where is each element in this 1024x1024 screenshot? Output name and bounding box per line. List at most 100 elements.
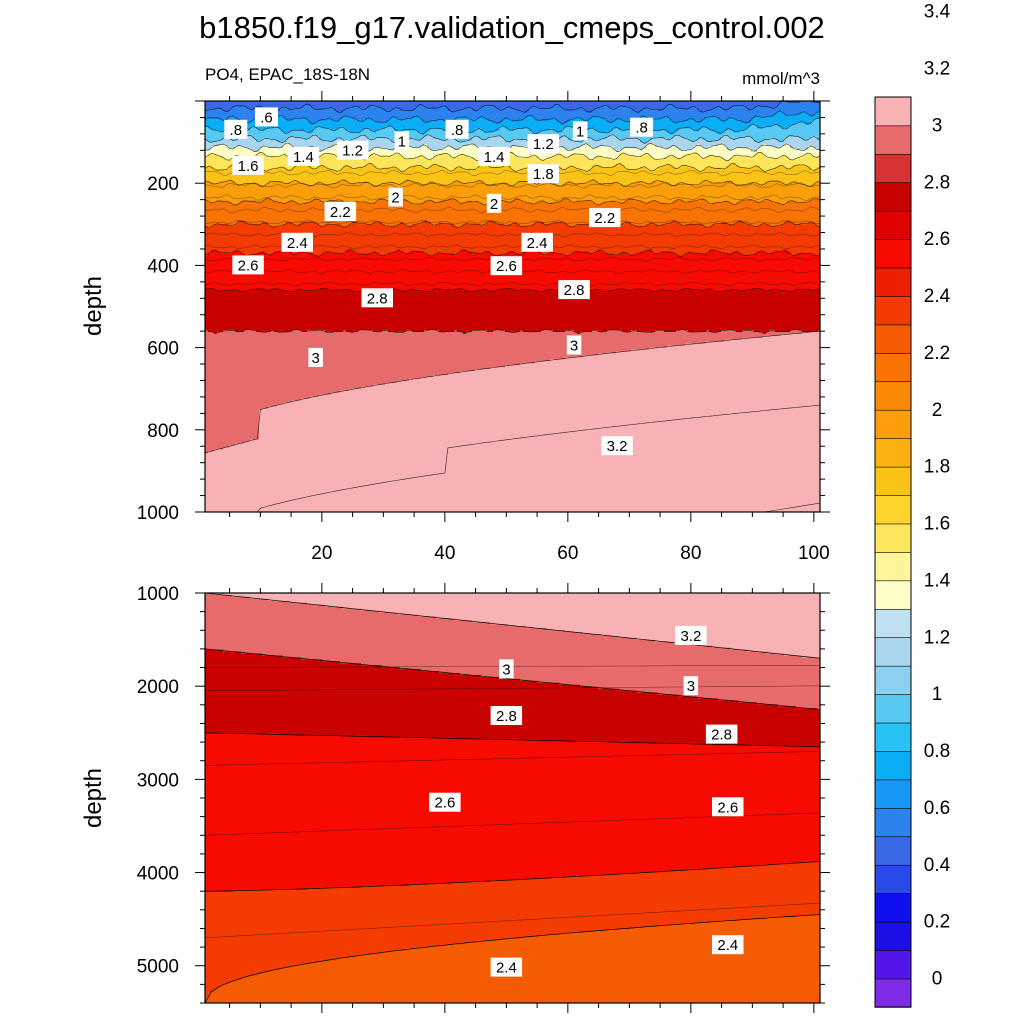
contour-fill-cell: [598, 249, 602, 292]
contour-fill-cell: [289, 169, 293, 184]
contour-fill-cell: [610, 688, 614, 742]
contour-fill-cell: [685, 643, 689, 698]
contour-fill-cell: [571, 253, 575, 290]
contour-fill-cell: [424, 200, 428, 221]
contour-fill-cell: [766, 864, 770, 918]
contour-fill-cell: [667, 593, 671, 643]
contour-fill-cell: [574, 108, 578, 120]
contour-fill-cell: [457, 253, 461, 290]
contour-fill-cell: [754, 101, 758, 108]
contour-fill-cell: [229, 159, 233, 167]
contour-fill-cell: [220, 449, 224, 512]
contour-fill-cell: [481, 226, 485, 255]
contour-fill-cell: [682, 149, 686, 157]
contour-fill-cell: [439, 375, 443, 512]
contour-fill-cell: [640, 349, 644, 512]
contour-fill-cell: [511, 331, 515, 366]
contour-fill-cell: [220, 144, 224, 157]
contour-fill-cell: [337, 224, 341, 255]
contour-fill-cell: [811, 120, 815, 137]
contour-fill-cell: [352, 593, 356, 610]
contour-fill-cell: [340, 593, 344, 608]
contour-fill-cell: [658, 138, 662, 147]
contour-fill-cell: [595, 116, 599, 131]
contour-fill-cell: [490, 120, 494, 133]
contour-fill-cell: [793, 593, 797, 657]
contour-fill-cell: [223, 144, 227, 159]
contour-fill-cell: [553, 934, 557, 1003]
contour-fill-cell: [559, 593, 563, 631]
contour-fill-cell: [592, 686, 596, 742]
contour-fill-cell: [601, 930, 605, 1003]
contour-line: [205, 194, 820, 201]
contour-label-text: 3.2: [607, 438, 628, 455]
contour-fill-cell: [229, 445, 233, 512]
contour-fill-cell: [712, 202, 716, 225]
contour-fill-cell: [745, 167, 749, 186]
contour-fill-cell: [691, 118, 695, 129]
contour-fill-cell: [526, 331, 530, 364]
contour-fill-cell: [571, 932, 575, 1003]
contour-fill-cell: [688, 224, 692, 253]
contour-fill-cell: [790, 290, 794, 331]
contour-fill-cell: [757, 128, 761, 143]
contour-fill-cell: [736, 921, 740, 1003]
contour-fill-cell: [235, 979, 239, 1003]
contour-fill-cell: [544, 682, 548, 742]
contour-fill-cell: [736, 649, 740, 701]
contour-fill-cell: [292, 118, 296, 131]
contour-fill-cell: [616, 255, 620, 290]
contour-fill-cell: [322, 140, 326, 151]
colorbar-swatch: [874, 836, 912, 866]
contour-fill-cell: [712, 140, 716, 147]
contour-fill-cell: [766, 745, 770, 865]
contour-fill-cell: [244, 167, 248, 184]
contour-fill-cell: [622, 690, 626, 742]
contour-fill-cell: [733, 101, 737, 106]
contour-label-background: [388, 187, 403, 207]
contour-fill-cell: [673, 290, 677, 333]
contour-fill-cell: [454, 149, 458, 159]
contour-fill-cell: [577, 932, 581, 1003]
contour-fill-cell: [271, 406, 275, 512]
contour-fill-cell: [613, 108, 617, 122]
contour-fill-cell: [625, 253, 629, 292]
contour-fill-cell: [391, 108, 395, 118]
contour-fill-cell: [322, 153, 326, 167]
colorbar-swatch: [874, 637, 912, 667]
contour-fill-cell: [751, 593, 755, 653]
contour-fill-cell: [418, 140, 422, 149]
contour-fill-cell: [616, 101, 620, 108]
contour-fill-cell: [559, 222, 563, 255]
contour-fill-cell: [598, 930, 602, 1003]
contour-fill-cell: [583, 155, 587, 173]
contour-fill-cell: [487, 593, 491, 623]
contour-fill-cell: [706, 228, 710, 255]
contour-fill-cell: [598, 634, 602, 690]
contour-fill-cell: [214, 733, 218, 893]
contour-fill-cell: [460, 167, 464, 184]
contour-fill-cell: [499, 101, 503, 112]
contour-fill-cell: [406, 179, 410, 202]
contour-fill-cell: [526, 101, 530, 112]
contour-fill-cell: [730, 181, 734, 204]
contour-fill-cell: [460, 183, 464, 204]
contour-fill-cell: [748, 255, 752, 290]
contour-fill-cell: [607, 146, 611, 159]
contour-fill-cell: [502, 200, 506, 225]
contour-fill-cell: [706, 128, 710, 143]
contour-fill-cell: [526, 251, 530, 290]
contour-fill-cell: [562, 741, 566, 879]
contour-fill-cell: [388, 126, 392, 139]
contour-fill-cell: [274, 331, 278, 407]
contour-fill-cell: [274, 600, 278, 657]
y-tick-label: 1000: [137, 503, 179, 524]
contour-fill-cell: [301, 165, 305, 184]
contour-fill-cell: [412, 138, 416, 149]
contour-fill-cell: [475, 169, 479, 182]
contour-fill-cell: [409, 251, 413, 290]
colorbar-swatch: [874, 665, 912, 695]
contour-fill-cell: [556, 878, 560, 936]
contour-fill-cell: [688, 153, 692, 169]
contour-fill-cell: [211, 991, 215, 1003]
